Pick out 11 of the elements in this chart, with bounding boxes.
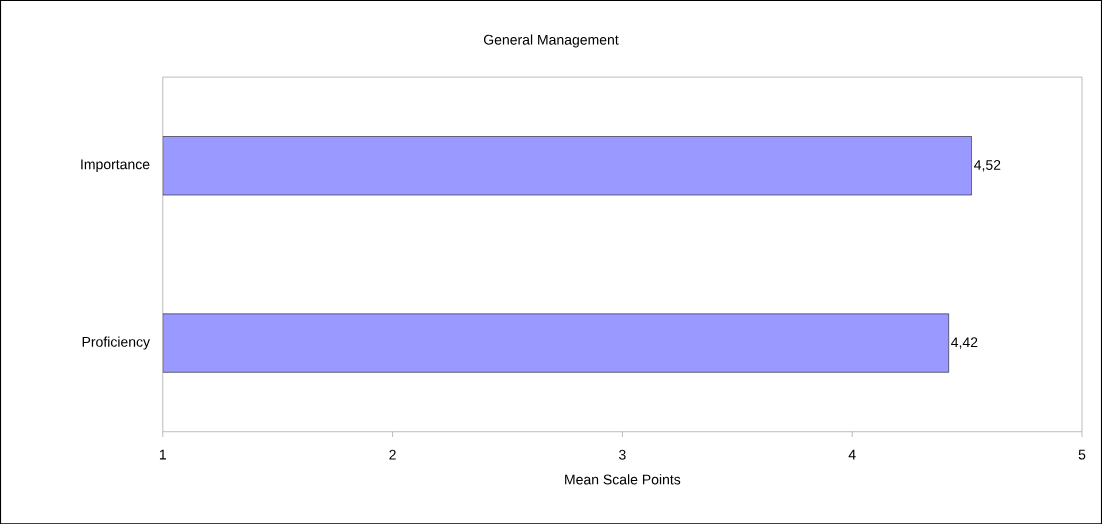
x-tick-label: 2 bbox=[389, 449, 396, 460]
x-tick-label: 4 bbox=[848, 449, 856, 460]
x-tick-label: 3 bbox=[619, 449, 626, 460]
data-label: 4,52 bbox=[974, 159, 1001, 172]
y-tick-label: Importance bbox=[81, 159, 150, 172]
data-label: 4,42 bbox=[951, 337, 978, 349]
y-tick-label: Proficiency bbox=[82, 336, 151, 350]
x-tick-label: 1 bbox=[159, 449, 166, 460]
x-tick-label: 5 bbox=[1078, 449, 1086, 460]
x-axis-title: Mean Scale Points bbox=[565, 474, 681, 485]
chart-title: General Management bbox=[483, 34, 619, 48]
